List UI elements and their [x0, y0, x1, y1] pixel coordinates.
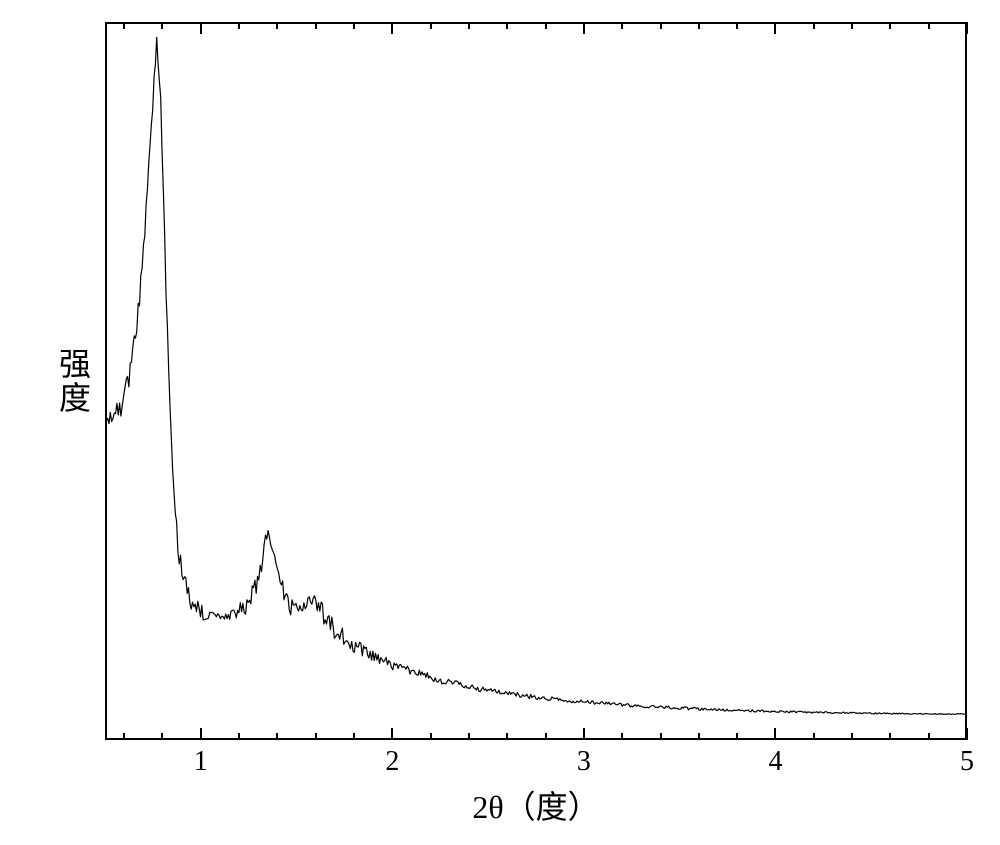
xrd-trace — [0, 0, 1000, 845]
xrd-figure: 12345 2θ（度） 强度 — [0, 0, 1000, 845]
xrd-polyline — [105, 37, 967, 714]
